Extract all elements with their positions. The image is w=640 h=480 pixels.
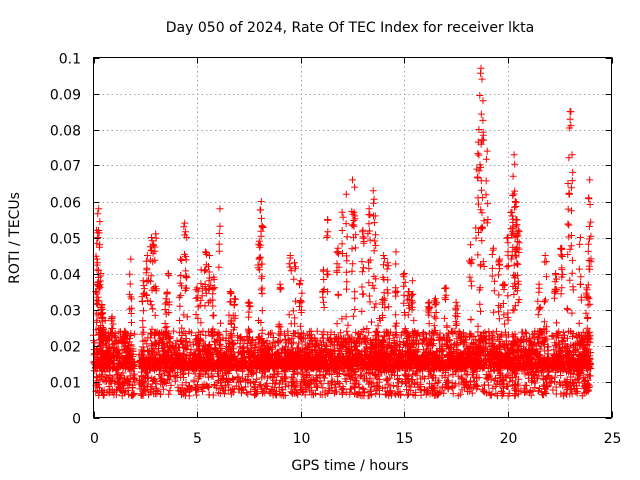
y-axis-label: ROTI / TECUs: [7, 192, 23, 284]
y-tick-label: 0.02: [50, 340, 81, 356]
y-tick-label: 0.07: [50, 159, 81, 175]
y-tick-label: 0.09: [50, 88, 81, 104]
y-tick-label: 0.08: [50, 124, 81, 140]
data-points: [90, 64, 595, 400]
y-tick-label: 0.05: [50, 232, 81, 248]
x-axis-label: GPS time / hours: [291, 458, 408, 474]
x-tick-label: 15: [396, 431, 414, 447]
y-tick-label: 0: [72, 412, 81, 428]
plot-frame: [93, 57, 612, 418]
x-tick-label: 25: [604, 431, 622, 447]
axis-ticks: 0 5 10 15 20 25 0 0.01 0.02 0.03 0.04 0.05 0.06 0.07 0…: [50, 52, 622, 448]
y-tick-label: 0.03: [50, 304, 81, 320]
x-tick-label: 0: [90, 431, 99, 447]
y-tick-label: 0.06: [50, 196, 81, 212]
y-tick-label: 0.1: [59, 52, 81, 68]
x-tick-label: 20: [500, 431, 518, 447]
roti-points: [90, 64, 595, 400]
chart-title: Day 050 of 2024, Rate Of TEC Index for r…: [166, 20, 534, 36]
x-tick-label: 10: [293, 431, 311, 447]
y-tick-label: 0.01: [50, 376, 81, 392]
x-tick-label: 5: [193, 431, 202, 447]
y-tick-label: 0.04: [50, 268, 81, 284]
